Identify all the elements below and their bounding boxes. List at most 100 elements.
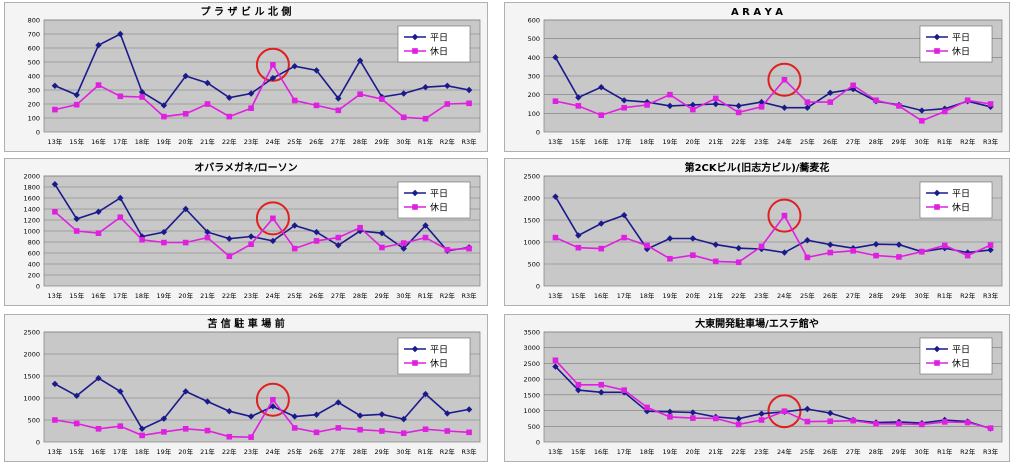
chart3-series-1-point bbox=[400, 245, 407, 252]
chart2-series-2-point bbox=[598, 112, 605, 118]
chart2-xtick-label: 22年 bbox=[731, 137, 746, 146]
chart5-series-1-point bbox=[422, 390, 429, 398]
chart6-series-2-point bbox=[987, 425, 994, 431]
chart5-series-1-point bbox=[465, 406, 473, 413]
chart4-series-2-point bbox=[575, 244, 582, 251]
chart6-legend-label-2: 休日 bbox=[952, 358, 970, 370]
chart4-legend-marker-2 bbox=[934, 204, 940, 210]
chart5-series-2-point bbox=[466, 429, 472, 436]
chart4-ytick-label: 1000 bbox=[523, 239, 540, 247]
chart4-series-2-point bbox=[987, 242, 994, 248]
chart2-series-2-point bbox=[987, 101, 994, 107]
chart6-series-2-point bbox=[850, 417, 856, 424]
chart2-legend-label-2: 休日 bbox=[952, 46, 970, 58]
chart5-ytick-label: 500 bbox=[28, 417, 40, 425]
chart4-xtick-label: 15年 bbox=[571, 291, 586, 300]
chart6-series-2-line bbox=[554, 359, 991, 429]
chart2-series-2-point bbox=[735, 109, 742, 116]
chart5-xtick-label: 28年 bbox=[353, 447, 368, 456]
chart5-series-1-point bbox=[313, 411, 320, 418]
chart2-legend-marker-1 bbox=[933, 33, 941, 41]
chart6-ytick-label: 1500 bbox=[523, 391, 540, 399]
chart6-series-2-point bbox=[644, 404, 650, 411]
chart5-ytick-label: 1500 bbox=[23, 373, 40, 381]
chart4-series-2-point bbox=[941, 242, 948, 249]
chart4-series-2-point bbox=[712, 258, 719, 265]
chart6-series-1-point bbox=[827, 409, 834, 417]
chart3-ytick-label: 1800 bbox=[23, 184, 40, 192]
chart1-ytick-label: 400 bbox=[28, 73, 40, 81]
chart6-xtick-label: R1年 bbox=[937, 447, 953, 456]
chart4-series-2-point bbox=[781, 212, 788, 219]
chart4-ytick-label: 2000 bbox=[523, 195, 540, 203]
chart6-series-1-point bbox=[575, 386, 582, 394]
chart3-series-2-point bbox=[117, 214, 124, 221]
chart5-series-2-point bbox=[444, 428, 451, 434]
chart1-legend-marker-1 bbox=[411, 33, 419, 41]
chart2-xtick-label: R3年 bbox=[983, 137, 999, 146]
chart2-series-1-point bbox=[827, 89, 834, 96]
chart5-series-2-point bbox=[270, 396, 276, 403]
chart5-legend-marker-1 bbox=[411, 345, 419, 353]
chart3-legend-marker-2 bbox=[412, 204, 418, 210]
chart5-series-1-point bbox=[226, 408, 233, 415]
chart3-series-2-point bbox=[444, 246, 451, 253]
chart1-series-1-point bbox=[269, 74, 277, 82]
chart1-series-1-point bbox=[226, 94, 233, 101]
chart3-xtick-label: 28年 bbox=[353, 291, 368, 300]
chart-svg-6: 大東開発駐車場/エステ館や 0 500 1000 1500 2000 2500 3000 350… bbox=[504, 314, 1010, 462]
chart3-xtick-label: 30年 bbox=[396, 291, 411, 300]
chart5-series-2-point bbox=[313, 429, 320, 436]
chart2-series-1-point bbox=[918, 107, 926, 114]
chart2-series-1-line bbox=[554, 56, 991, 112]
chart3-series-2-point bbox=[291, 245, 298, 252]
chart6-series-1-point bbox=[804, 405, 811, 413]
chart1-series-2-point bbox=[444, 101, 451, 107]
chart6-series-2-point bbox=[919, 421, 925, 428]
chart4-xtick-label: 13年 bbox=[548, 291, 563, 300]
chart5-series-1-point bbox=[73, 392, 80, 399]
chart2-xtick-label: 30年 bbox=[914, 137, 929, 146]
chart3-legend-label-2: 休日 bbox=[430, 202, 448, 214]
chart3-series-2-point bbox=[335, 234, 342, 241]
chart6-series-2-point bbox=[735, 421, 742, 428]
chart2-xtick-label: 24年 bbox=[777, 137, 792, 146]
chart2-series-2-point bbox=[850, 82, 856, 89]
chart3-series-2-point bbox=[139, 237, 145, 243]
chart4-legend-label-1: 平日 bbox=[952, 189, 970, 200]
chart1-xtick-label: 26年 bbox=[309, 137, 324, 146]
chart6-xtick-label: 20年 bbox=[685, 447, 700, 456]
chart1-xtick-label: 23年 bbox=[244, 137, 259, 146]
chart1-series-2-point bbox=[95, 82, 102, 88]
chart3-xtick-label: 20年 bbox=[178, 291, 193, 300]
chart5-legend-marker-2 bbox=[412, 360, 418, 366]
chart1-series-1-point bbox=[117, 30, 124, 38]
chart5-xtick-label: 25年 bbox=[287, 447, 302, 456]
chart5-xtick-label: 18年 bbox=[135, 447, 150, 456]
chart2-series-2-point bbox=[575, 103, 582, 109]
chart1-series-2-point bbox=[139, 94, 145, 100]
chart4-series-2-point bbox=[598, 245, 605, 252]
chart3-series-2-point bbox=[313, 238, 320, 244]
chart6-legend bbox=[919, 337, 993, 375]
chart2-series-2-point bbox=[941, 108, 948, 115]
chart3-series-1-point bbox=[204, 228, 211, 236]
chart1-legend-label-1: 平日 bbox=[430, 33, 448, 44]
chart6-xtick-label: 21年 bbox=[708, 447, 723, 456]
chart5-series-2-point bbox=[248, 434, 254, 440]
chart3-xtick-label: R1年 bbox=[418, 291, 434, 300]
chart1-legend-marker-2 bbox=[412, 48, 418, 54]
chart5-series-1-point bbox=[182, 388, 189, 395]
chart4-title: 第2CKビル(旧志方ビル)/蕎麦花 bbox=[685, 161, 830, 174]
chart1-xtick-label: 17年 bbox=[113, 137, 128, 146]
chart5-title: 苫 信 駐 車 場 前 bbox=[207, 317, 284, 330]
chart3-series-2-point bbox=[357, 224, 363, 231]
chart5-xtick-label: R3年 bbox=[462, 447, 478, 456]
chart2-series-2-point bbox=[804, 99, 811, 105]
chart4-xtick-label: 27年 bbox=[846, 291, 861, 300]
chart5-highlight-circle bbox=[255, 382, 290, 417]
chart2-ytick-label: 200 bbox=[528, 91, 540, 99]
chart4-series-1-point bbox=[827, 241, 834, 248]
chart2-series-2-point bbox=[712, 95, 719, 102]
chart2-xtick-label: 23年 bbox=[754, 137, 769, 146]
